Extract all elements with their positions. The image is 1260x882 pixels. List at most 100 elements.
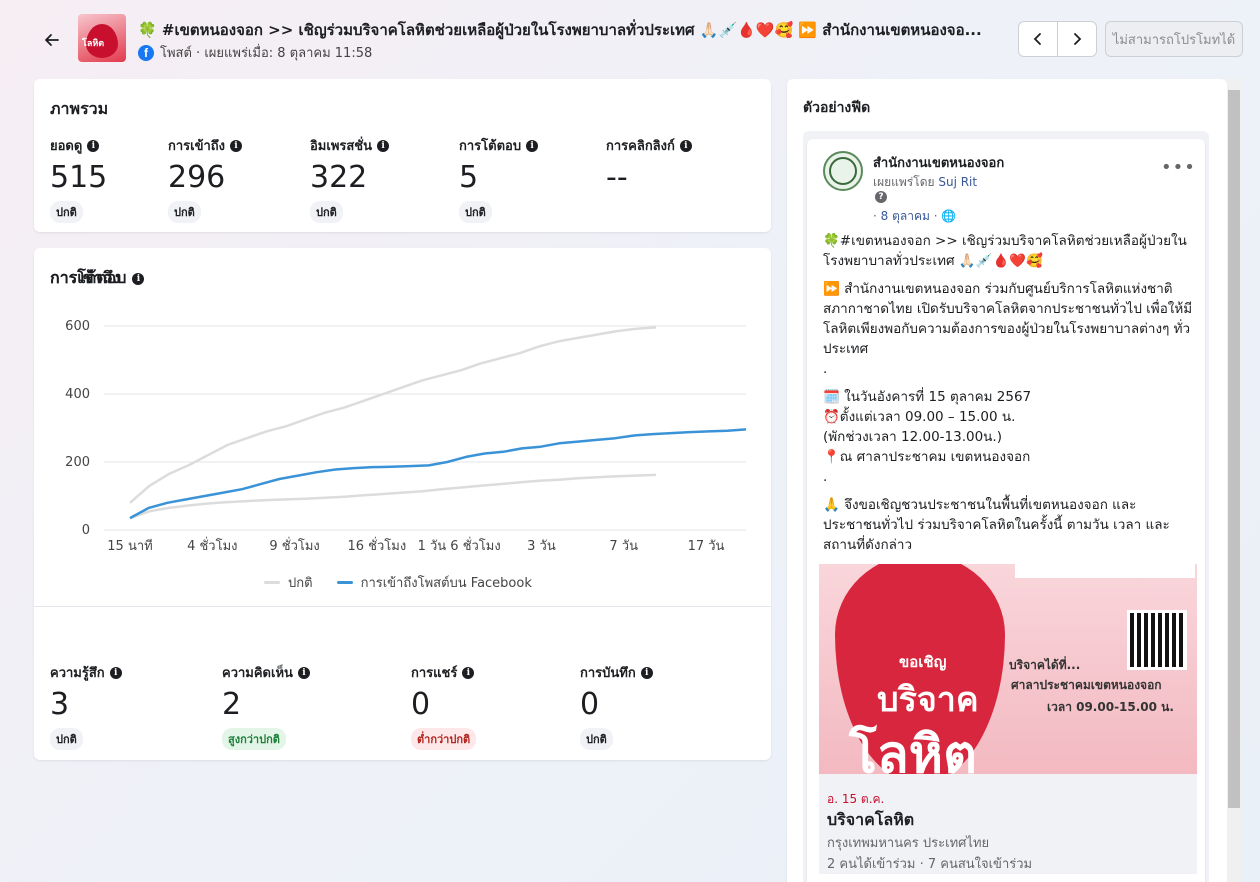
event-name: บริจาคโลหิต <box>827 810 915 829</box>
globe-icon: · 🌐 <box>929 209 957 223</box>
feed-post: สำนักงานเขตหนองจอก เผยแพร่โดย Suj Rit ? … <box>807 139 1205 882</box>
series-line-facebook-reach[interactable] <box>129 428 747 520</box>
event-info[interactable]: อ. 15 ต.ค. บริจาคโลหิต กรุงเทพมหานคร ประ… <box>819 774 1197 874</box>
publisher-link[interactable]: Suj Rit <box>938 175 978 189</box>
x-tick-label: 1 วัน 6 ชั่วโมง <box>418 537 501 554</box>
feed-preview-card: ตัวอย่างฟีด สำนักงานเขตหนองจอก เผยแพร่โด… <box>787 79 1227 882</box>
metric-label: การโต้ตอบ <box>459 139 522 154</box>
post-date-link[interactable]: 8 ตุลาคม <box>880 209 930 223</box>
more-options-icon[interactable]: ••• <box>1161 157 1196 178</box>
post-title: 🍀 #เขตหนองจอก >> เชิญร่วมบริจาคโลหิตช่วย… <box>138 21 982 39</box>
metric-value: 0 <box>411 687 431 722</box>
metric-shares: การแชร์ i 0 ต่ำกว่าปกติ <box>411 662 477 750</box>
post-body: 🍀#เขตหนองจอก >> เชิญร่วมบริจาคโลหิตช่วยเ… <box>823 231 1193 563</box>
series-line-normal-range[interactable] <box>129 326 657 504</box>
overview-title: ภาพรวม <box>50 99 109 118</box>
metric-label: อิมเพรสชั่น <box>310 139 373 154</box>
reach-card: การเข้าถึง 0 200 400 600 15 นาที 4 ชั่วโมง 9 ช… <box>34 248 771 760</box>
status-badge: ปกติ <box>168 201 201 223</box>
promote-button[interactable]: ไม่สามารถโปรโมทได้ <box>1105 21 1243 57</box>
metric-label: ความรู้สึก <box>50 666 105 681</box>
info-icon[interactable]: i <box>109 666 122 679</box>
status-badge: ปกติ <box>310 201 343 223</box>
event-location: กรุงเทพมหานคร ประเทศไทย <box>827 836 990 851</box>
status-badge: ปกติ <box>50 728 83 750</box>
post-thumbnail: โลหิต <box>78 14 126 62</box>
page-name[interactable]: สำนักงานเขตหนองจอก <box>873 156 1005 171</box>
previous-post-button[interactable] <box>1018 21 1058 57</box>
legend-swatch <box>336 581 353 584</box>
x-tick-label: 9 ชั่วโมง <box>269 537 319 554</box>
post-date: · 8 ตุลาคม · 🌐 <box>873 207 956 226</box>
info-icon[interactable]: i <box>132 272 145 285</box>
info-icon[interactable]: i <box>377 139 390 152</box>
image-text: โลหิต <box>849 725 977 774</box>
status-badge: สูงกว่าปกติ <box>222 728 286 750</box>
chevron-right-icon <box>1074 33 1082 45</box>
metric-value: 3 <box>50 687 70 722</box>
post-paragraph: 🗓️ ในวันอังคารที่ 15 ตุลาคม 2567 ⏰ตั้งแต… <box>823 389 1032 485</box>
legend-item-facebook-reach[interactable]: การเข้าถึงโพสต์บน Facebook <box>336 572 532 593</box>
metric-reactions: ความรู้สึก i 3 ปกติ <box>50 662 122 750</box>
overview-card: ภาพรวม ยอดดู i 515 ปกติ การเข้าถึง i 296 ป… <box>34 79 771 232</box>
post-date-prefix: · <box>873 209 881 223</box>
image-text: เวลา 09.00-15.00 น. <box>1047 700 1174 714</box>
metric-views: ยอดดู i 515 ปกติ <box>50 135 107 223</box>
engagement-title: การโต้ตอบ i <box>50 266 145 291</box>
info-icon[interactable]: i <box>526 139 539 152</box>
section-divider <box>34 606 771 607</box>
y-tick-label: 400 <box>65 387 90 402</box>
info-icon[interactable]: i <box>297 666 310 679</box>
x-tick-label: 4 ชั่วโมง <box>187 537 237 554</box>
metric-label: การบันทึก <box>580 666 636 681</box>
x-tick-label: 7 วัน <box>609 539 638 554</box>
status-badge: ปกติ <box>50 201 83 223</box>
info-icon[interactable]: i <box>462 666 475 679</box>
legend-item-normal[interactable]: ปกติ <box>264 572 313 593</box>
post-paragraph: 🍀#เขตหนองจอก >> เชิญร่วมบริจาคโลหิตช่วยเ… <box>823 233 1187 269</box>
metric-reach: การเข้าถึง i 296 ปกติ <box>168 135 243 223</box>
reach-title: การเข้าถึง <box>50 268 121 287</box>
image-text: ขอเชิญ <box>899 653 947 671</box>
reach-line-chart: 0 200 400 600 15 นาที 4 ชั่วโมง 9 ชั่วโมง 16 ชั… <box>65 319 747 554</box>
event-cover-image[interactable]: ขอเชิญ บริจาค โลหิต บริจาคได้ที่... ศาลา… <box>819 564 1197 774</box>
info-icon[interactable]: i <box>230 139 243 152</box>
image-text: บริจาค <box>877 680 979 720</box>
preview-scrollbar-thumb[interactable] <box>1228 90 1240 808</box>
chart-legend: ปกติ การเข้าถึงโพสต์บน Facebook <box>264 572 532 593</box>
published-by: เผยแพร่โดย Suj Rit <box>873 173 977 192</box>
qr-code <box>1127 610 1187 670</box>
page-avatar[interactable] <box>823 151 863 191</box>
metric-impressions: อิมเพรสชั่น i 322 ปกติ <box>310 135 390 223</box>
post-paragraph: 🙏 จึงขอเชิญชวนประชาชนในพื้นที่เขตหนองจอก… <box>823 497 1170 553</box>
blood-drop-image <box>86 24 118 58</box>
chevron-left-icon <box>1033 33 1041 45</box>
series-line-normal-range[interactable] <box>129 473 657 520</box>
metric-label: ยอดดู <box>50 139 83 154</box>
metric-value: 322 <box>310 160 368 195</box>
next-post-button[interactable] <box>1057 21 1097 57</box>
metric-value: 5 <box>459 160 479 195</box>
post-paragraph: ⏩ สำนักงานเขตหนองจอก ร่วมกับศูนย์บริการโ… <box>823 281 1193 377</box>
metric-label: การเข้าถึง <box>168 139 226 154</box>
x-tick-label: 15 นาที <box>107 538 152 554</box>
info-icon[interactable]: i <box>87 139 100 152</box>
published-by-prefix: เผยแพร่โดย <box>873 175 939 189</box>
info-icon[interactable]: i <box>640 666 653 679</box>
back-arrow-icon[interactable] <box>40 28 64 52</box>
metric-label: ความคิดเห็น <box>222 666 293 681</box>
y-tick-label: 200 <box>65 455 90 470</box>
help-icon[interactable]: ? <box>875 191 887 203</box>
metric-value: -- <box>606 160 628 195</box>
metric-value: 515 <box>50 160 108 195</box>
status-badge: ต่ำกว่าปกติ <box>411 728 477 750</box>
facebook-icon: f <box>138 44 154 61</box>
post-header: โลหิต 🍀 #เขตหนองจอก >> เชิญร่วมบริจาคโลห… <box>0 0 1260 78</box>
metric-value: 296 <box>168 160 226 195</box>
metric-value: 0 <box>580 687 600 722</box>
info-icon[interactable]: i <box>679 139 692 152</box>
metric-comments: ความคิดเห็น i 2 สูงกว่าปกติ <box>222 662 310 750</box>
metric-label: การคลิกลิงก์ <box>606 139 675 154</box>
metric-link-clicks: การคลิกลิงก์ i -- <box>606 135 692 195</box>
post-meta-text: โพสต์ · เผยแพร่เมื่อ: 8 ตุลาคม 11:58 <box>160 46 373 61</box>
